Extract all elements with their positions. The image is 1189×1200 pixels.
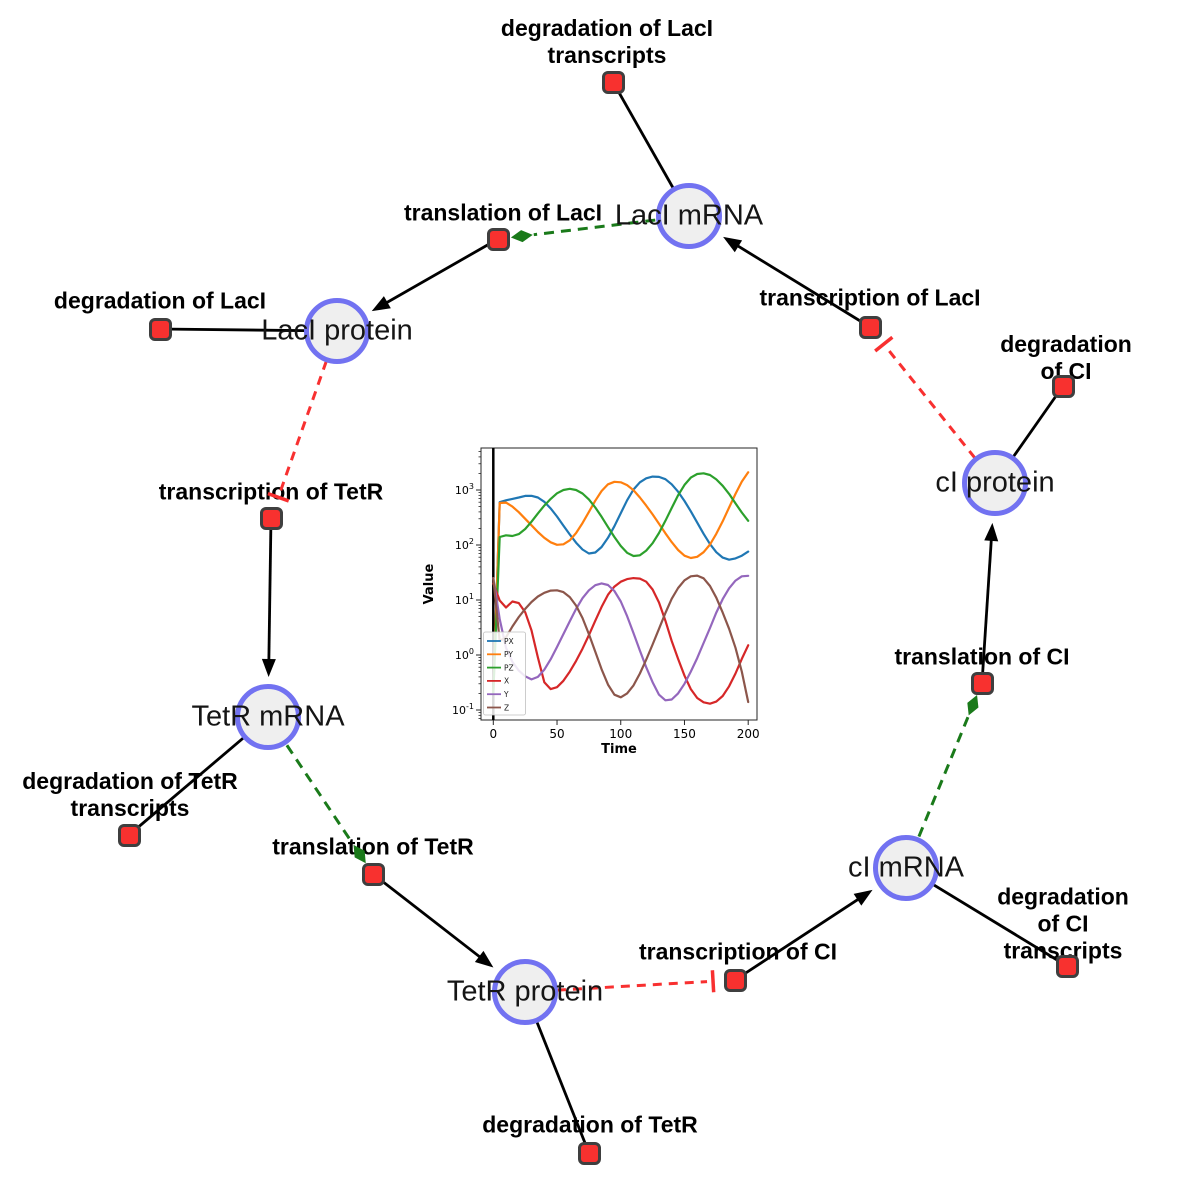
species-label-ci-mrna: cI mRNA — [848, 851, 964, 884]
reaction-label-degradation-of-tetr: degradation of TetR — [482, 1111, 698, 1138]
reaction-label-degradation-of-laci: degradation of LacI — [53, 287, 267, 314]
reaction-label-degradation-of-laci-transcripts: degradation of LacI transcripts — [500, 15, 714, 68]
species-label-ci-protein: cI protein — [935, 466, 1055, 499]
species-label-laci-mrna: LacI mRNA — [614, 199, 764, 232]
reaction-label-degradation-of-ci: degradation of CI — [1000, 331, 1132, 384]
species-label-tetr-protein: TetR protein — [446, 975, 604, 1008]
species-label-laci-protein: LacI protein — [261, 314, 413, 347]
species-label-tetr-mrna: TetR mRNA — [191, 700, 345, 733]
